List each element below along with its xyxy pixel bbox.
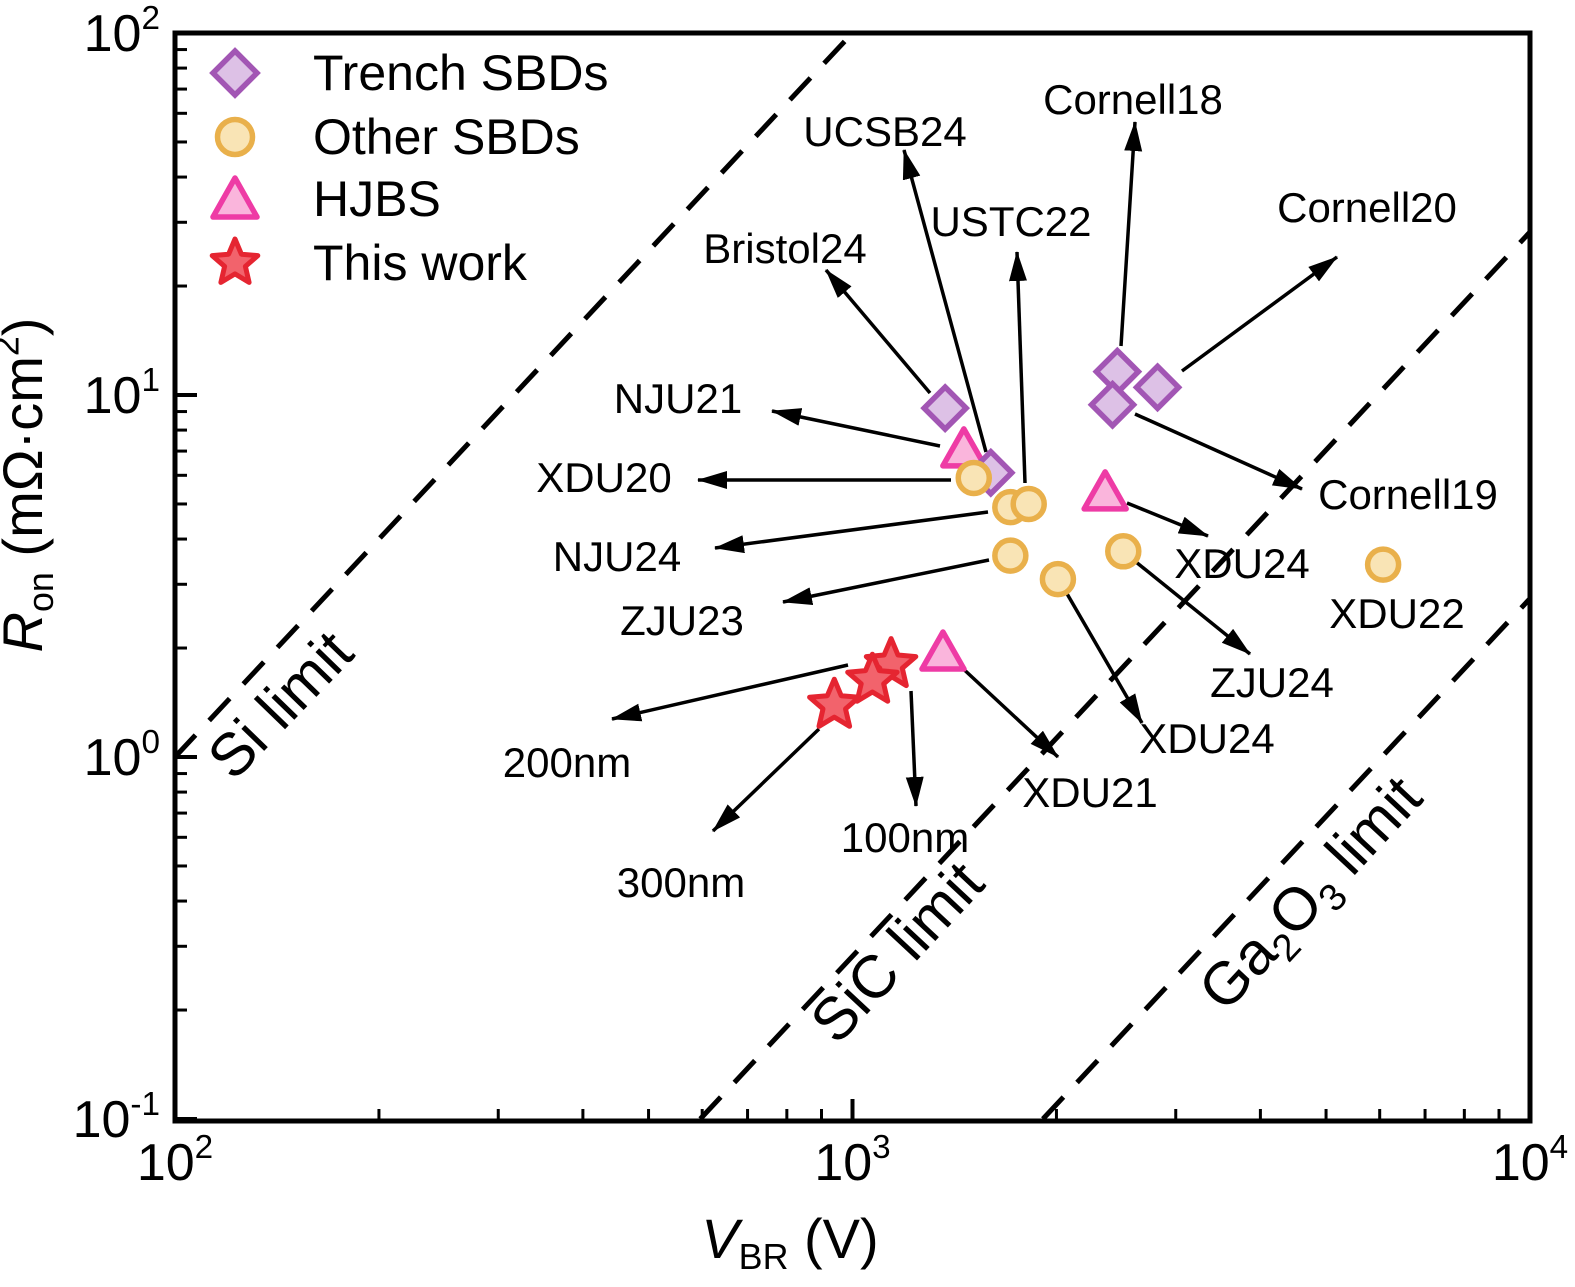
annotation-arrow-xdu24 (1064, 591, 1144, 724)
annotation-label-nju21: NJU21 (614, 375, 742, 422)
annotation-label-xdu24: XDU24 (1139, 715, 1274, 762)
point-zju24 (1105, 533, 1142, 570)
point-xdu21 (919, 629, 967, 672)
point-200nm (845, 651, 900, 704)
annotation-arrow-ucsb24 (902, 149, 988, 453)
y-tick-label: 102 (84, 0, 160, 63)
limit-label-ga2o3-limit: Ga2O3 limit (1186, 763, 1441, 1028)
legend-label-other-sbds: Other SBDs (313, 109, 580, 165)
legend-group: Trench SBDs Other SBDs HJBS This work (209, 45, 608, 291)
point-bristol24 (920, 383, 971, 433)
annotation-arrow-bristol24 (824, 268, 932, 395)
x-tick-label: 104 (1492, 1129, 1568, 1192)
legend-marker-circle (214, 116, 256, 158)
point-cornell20 (1132, 362, 1183, 413)
point-zju23 (992, 537, 1029, 574)
annotation-label-bristol24: Bristol24 (703, 225, 866, 272)
annotation-arrow-cornell18 (1119, 121, 1143, 347)
annotation-label-200nm: 200nm (503, 739, 631, 786)
annotation-label-zju24: ZJU24 (1210, 659, 1334, 706)
point-xdu24-hjbs- (1081, 469, 1129, 512)
limit-line-ga2o3-limit (1041, 596, 1532, 1121)
legend-label-hjbs: HJBS (313, 171, 441, 227)
annotation-label-cornell19: Cornell19 (1318, 471, 1498, 518)
point-ustc22 (1010, 485, 1047, 523)
point-xdu20 (955, 459, 993, 497)
y-tick-label: 100 (84, 724, 160, 787)
legend-marker-triangle (210, 175, 260, 220)
annotation-label-zju23: ZJU23 (620, 597, 744, 644)
annotation-arrow-xdu24 (1126, 501, 1209, 538)
limit-line-si-limit (173, 31, 855, 759)
annotation-arrow-nju21 (771, 408, 941, 448)
point-300nm (807, 676, 862, 729)
annotation-label-cornell20: Cornell20 (1277, 184, 1457, 231)
annotation-arrow-xdu21 (956, 662, 1060, 759)
y-tick-label: 101 (84, 362, 160, 425)
annotation-arrow-zju23 (782, 558, 990, 606)
annotation-arrow-100nm (905, 690, 924, 807)
annotation-label-300nm: 300nm (617, 859, 745, 906)
annotation-arrow-zju24 (1134, 560, 1252, 656)
y-axis-title: Ron (mΩ·cm2) (0, 318, 61, 653)
annotation-arrow-cornell19 (1134, 412, 1303, 491)
legend-label-this-work: This work (313, 235, 528, 291)
x-tick-label: 103 (814, 1129, 890, 1192)
data-points-group (807, 346, 1402, 729)
annotation-arrow-ustc22 (1009, 251, 1027, 484)
annotation-label-xdu20: XDU20 (536, 454, 671, 501)
legend-marker-diamond (209, 47, 261, 99)
annotation-label-ustc22: USTC22 (930, 198, 1091, 245)
limit-label-sic-limit: SiC limit (797, 848, 996, 1055)
annotation-arrow-200nm (611, 663, 849, 722)
annotation-labels-group: UCSB24 Cornell18 Cornell20 USTC22 Bristol24 N… (503, 76, 1498, 906)
point-xdu24-sbd- (1039, 560, 1077, 598)
annotation-arrow-nju24 (714, 510, 989, 554)
annotation-label-cornell18: Cornell18 (1043, 76, 1223, 123)
annotation-label-xdu22: XDU22 (1329, 590, 1464, 637)
point-xdu22 (1364, 546, 1402, 583)
x-axis-title: VBR (V) (701, 1207, 878, 1277)
annotation-label-xdu21: XDU21 (1022, 769, 1157, 816)
annotation-label-ucsb24: UCSB24 (803, 108, 966, 155)
annotation-label-nju24: NJU24 (553, 533, 681, 580)
annotation-label-100nm: 100nm (841, 814, 969, 861)
y-tick-label: 10-1 (73, 1086, 160, 1149)
annotation-arrow-300nm (711, 727, 821, 833)
legend-label-trench-sbds: Trench SBDs (313, 45, 608, 101)
annotation-arrow-cornell20 (1180, 255, 1339, 373)
legend-marker-star (209, 236, 261, 285)
x-tick-label: 102 (137, 1129, 213, 1192)
annotation-label-xdu24: XDU24 (1174, 540, 1309, 587)
annotation-arrows-group (611, 121, 1339, 833)
point-cornell19 (1087, 379, 1138, 430)
